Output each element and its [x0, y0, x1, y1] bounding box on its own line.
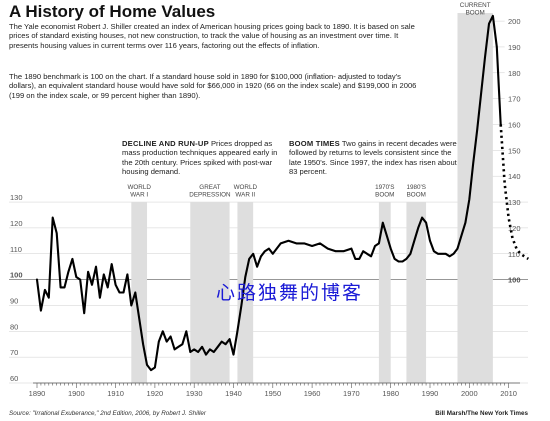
y-tick-label: 70	[10, 348, 18, 357]
x-tick-label: 1890	[29, 389, 46, 398]
benchmark-paragraph: The 1890 benchmark is 100 on the chart. …	[9, 72, 417, 100]
x-tick-label: 1930	[186, 389, 203, 398]
boom-annotation: BOOM TIMES Two gains in recent decades w…	[289, 139, 459, 176]
x-tick-label: 2000	[461, 389, 478, 398]
index-line	[35, 14, 502, 372]
period-band	[457, 13, 493, 383]
y-tick-label: 60	[10, 374, 18, 383]
y-right-tick-label: 100	[508, 276, 521, 285]
period-band	[378, 202, 391, 383]
chart-title: A History of Home Values	[9, 2, 216, 21]
axis-ticks: 60 70 80 90 100 110 120 130 100 110 120 130 140 150 16…	[10, 17, 521, 398]
period-label: GREAT	[199, 184, 220, 191]
period-label: BOOM	[375, 192, 394, 199]
period-label: WORLD	[127, 184, 151, 191]
decline-annotation-text: Prices dropped as mass production techni…	[122, 139, 278, 176]
y-right-tick-label: 150	[508, 146, 521, 155]
period-band	[237, 202, 254, 383]
period-label: BOOM	[407, 192, 426, 199]
y-right-tick-label: 200	[508, 17, 521, 26]
projection-line	[499, 124, 530, 260]
period-label: CURRENT	[460, 2, 491, 9]
y-tick-label: 110	[10, 245, 22, 254]
blog-watermark: 心路独舞的博客	[216, 282, 364, 304]
intro-paragraph: The Yale economist Robert J. Shiller cre…	[9, 22, 415, 50]
y-tick-label: 130	[10, 193, 23, 202]
y-tick-label: 80	[10, 322, 18, 331]
chart-gridlines	[9, 20, 528, 384]
x-tick-label: 1920	[147, 389, 164, 398]
period-label: 1970'S	[375, 184, 394, 191]
x-tick-label: 1900	[68, 389, 85, 398]
decline-annotation-heading: DECLINE AND RUN-UP	[122, 139, 209, 148]
source-note: Source: "Irrational Exuberance," 2nd Edi…	[9, 410, 206, 417]
chart-series	[35, 14, 530, 372]
y-right-tick-label: 120	[508, 224, 521, 233]
y-right-tick-label: 160	[508, 121, 521, 130]
decline-annotation: DECLINE AND RUN-UP Prices dropped as mas…	[122, 139, 282, 176]
x-tick-label: 2010	[500, 389, 517, 398]
x-tick-label: 1980	[382, 389, 399, 398]
y-tick-label: 120	[10, 219, 23, 228]
x-tick-label: 1940	[225, 389, 242, 398]
x-tick-label: 1950	[264, 389, 281, 398]
boom-annotation-heading: BOOM TIMES	[289, 139, 340, 148]
period-label: WAR I	[130, 192, 148, 199]
y-right-tick-label: 110	[508, 250, 520, 259]
period-band	[406, 202, 427, 383]
credit-note: Bill Marsh/The New York Times	[435, 410, 528, 417]
y-right-tick-label: 140	[508, 172, 521, 181]
y-right-tick-label: 170	[508, 95, 521, 104]
x-tick-label: 1970	[343, 389, 360, 398]
period-label: DEPRESSION	[189, 192, 231, 199]
y-right-tick-label: 130	[508, 198, 521, 207]
x-tick-label: 1960	[304, 389, 321, 398]
y-tick-label: 100	[10, 271, 23, 280]
y-right-tick-label: 180	[508, 69, 521, 78]
x-tick-label: 1990	[422, 389, 439, 398]
period-label: BOOM	[466, 10, 485, 17]
period-label: 1980'S	[407, 184, 426, 191]
x-tick-label: 1910	[107, 389, 124, 398]
period-band	[190, 202, 230, 383]
boom-annotation-text: Two gains in recent decades were followe…	[289, 139, 457, 176]
period-label: WAR II	[235, 192, 255, 199]
y-tick-label: 90	[10, 296, 18, 305]
period-label: WORLD	[234, 184, 258, 191]
y-right-tick-label: 190	[508, 43, 521, 52]
